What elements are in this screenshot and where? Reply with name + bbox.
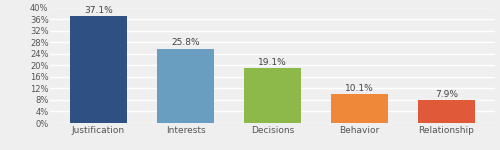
Bar (244, 68, 301, 123)
Bar (157, 48, 214, 123)
Text: 7.9%: 7.9% (435, 90, 458, 99)
Bar (331, 94, 388, 123)
Text: 10.1%: 10.1% (345, 84, 374, 93)
Bar (418, 100, 475, 123)
Text: 19.1%: 19.1% (258, 58, 287, 67)
Bar (70, 16, 127, 123)
Text: 37.1%: 37.1% (84, 6, 113, 15)
Text: 25.8%: 25.8% (171, 38, 200, 47)
